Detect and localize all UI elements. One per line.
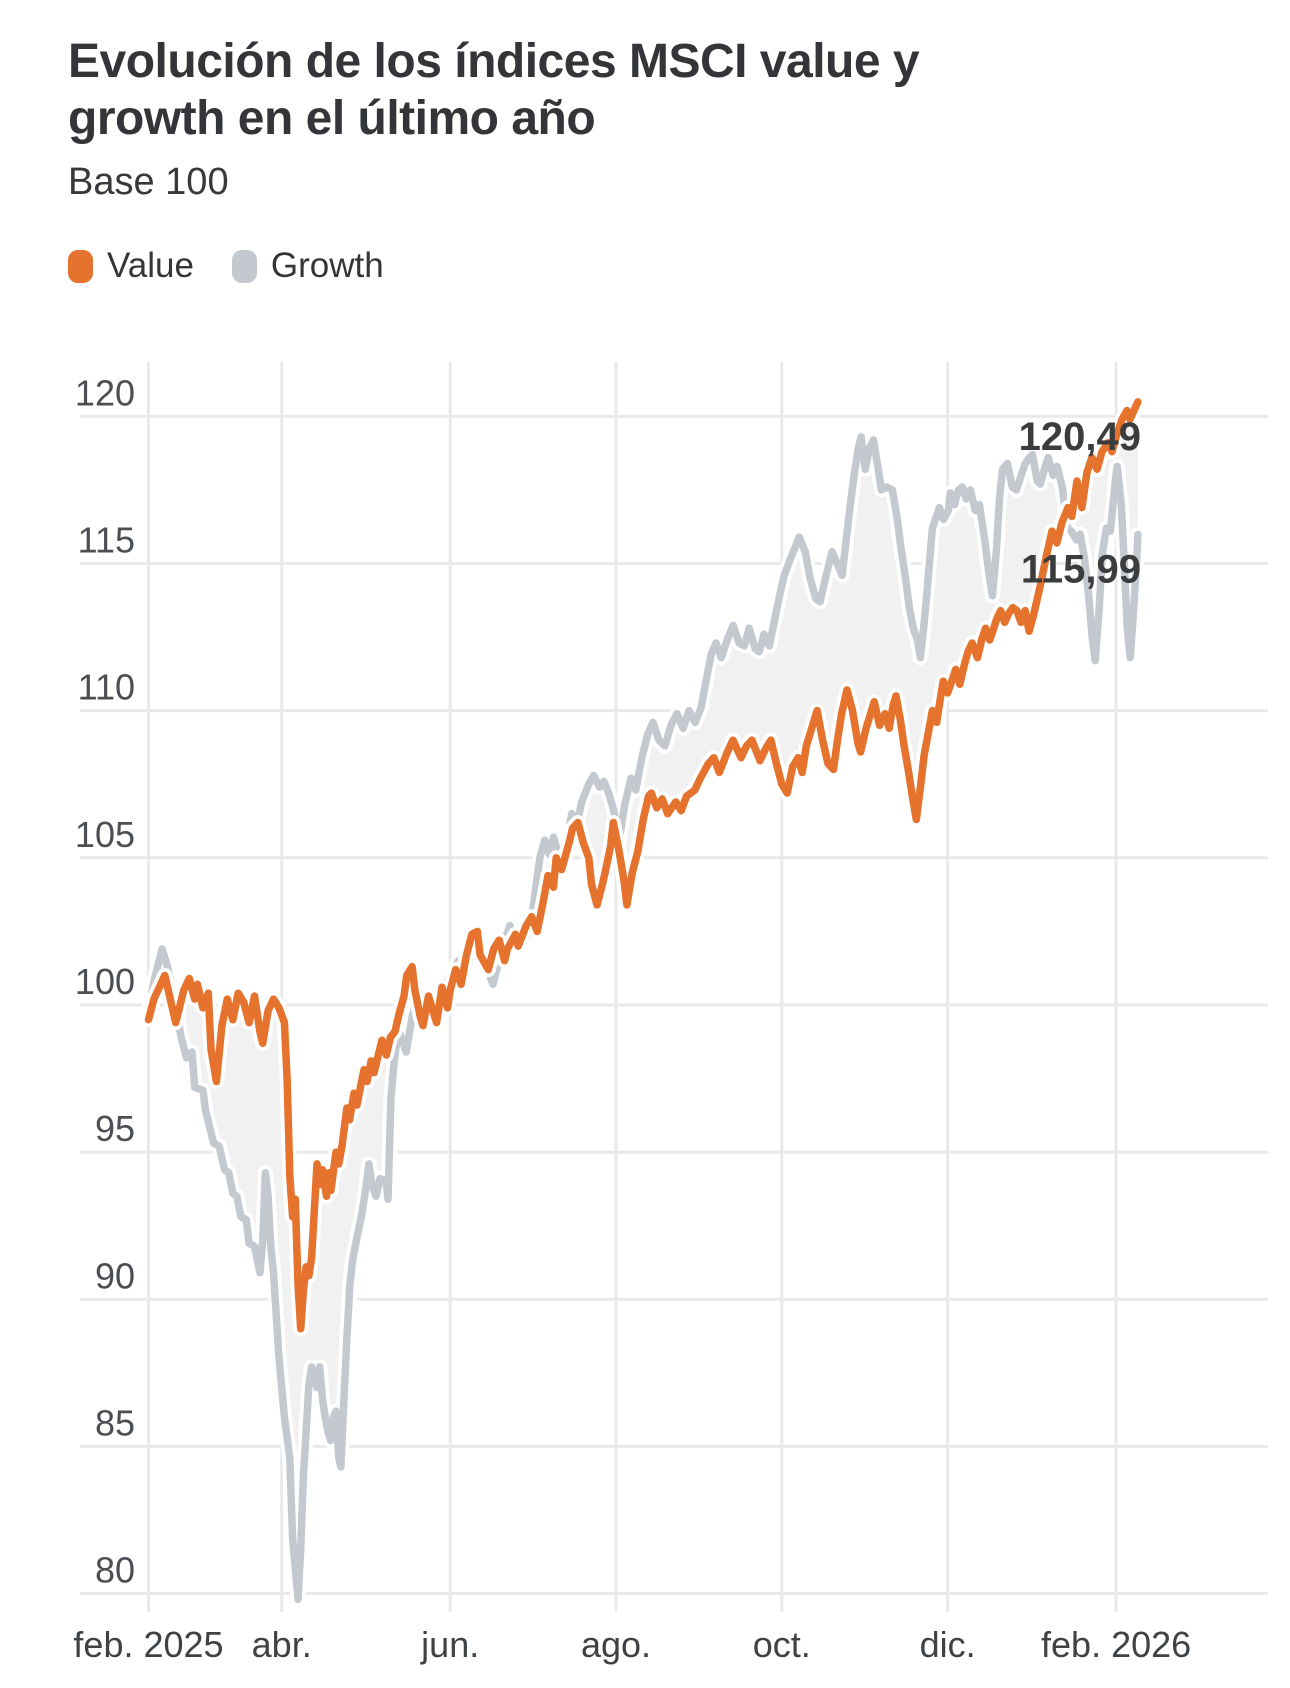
y-tick-label: 90 bbox=[95, 1255, 135, 1296]
growth-end-value-label: 115,99 bbox=[1021, 547, 1141, 591]
x-tick-label: ago. bbox=[581, 1624, 651, 1665]
y-tick-label: 100 bbox=[75, 961, 135, 1002]
growth-series-swatch-icon bbox=[231, 249, 257, 283]
y-tick-label: 110 bbox=[78, 667, 135, 708]
x-tick-label: dic. bbox=[920, 1624, 976, 1665]
y-tick-label: 80 bbox=[95, 1550, 135, 1591]
legend-item-growth: Growth bbox=[231, 246, 384, 286]
growth-series-line bbox=[144, 433, 1142, 1604]
chart-legend: Value Growth bbox=[68, 246, 422, 286]
legend-label-growth: Growth bbox=[270, 246, 384, 285]
x-tick-label: feb. 2026 bbox=[1041, 1624, 1191, 1665]
legend-label-value: Value bbox=[107, 246, 194, 285]
x-tick-label: oct. bbox=[753, 1624, 811, 1665]
chart-header: Evolución de los índices MSCI value y gr… bbox=[68, 34, 1208, 204]
value-end-value-label: 120,49 bbox=[1019, 415, 1141, 459]
x-tick-labels: feb. 2025 abr. jun. ago. oct. dic. feb. 2026 bbox=[73, 1624, 1191, 1665]
y-tick-label: 95 bbox=[95, 1108, 135, 1149]
y-tick-label: 85 bbox=[95, 1402, 135, 1443]
y-tick-label: 115 bbox=[78, 520, 135, 561]
value-series-swatch-icon bbox=[68, 249, 93, 283]
chart-subtitle: Base 100 bbox=[68, 161, 229, 204]
series-end-labels: 120,49 115,99 bbox=[1019, 415, 1141, 591]
y-tick-label: 120 bbox=[75, 372, 135, 413]
x-tick-label: feb. 2025 bbox=[73, 1624, 223, 1665]
chart-title: Evolución de los índices MSCI value y gr… bbox=[68, 35, 920, 145]
y-tick-labels: 80 85 90 95 100 105 110 115 120 bbox=[75, 372, 135, 1590]
y-tick-label: 105 bbox=[75, 814, 135, 855]
x-tick-label: abr. bbox=[252, 1624, 312, 1665]
x-tick-label: jun. bbox=[420, 1624, 479, 1665]
legend-item-value: Value bbox=[68, 246, 194, 286]
value-series-line bbox=[144, 398, 1142, 1333]
